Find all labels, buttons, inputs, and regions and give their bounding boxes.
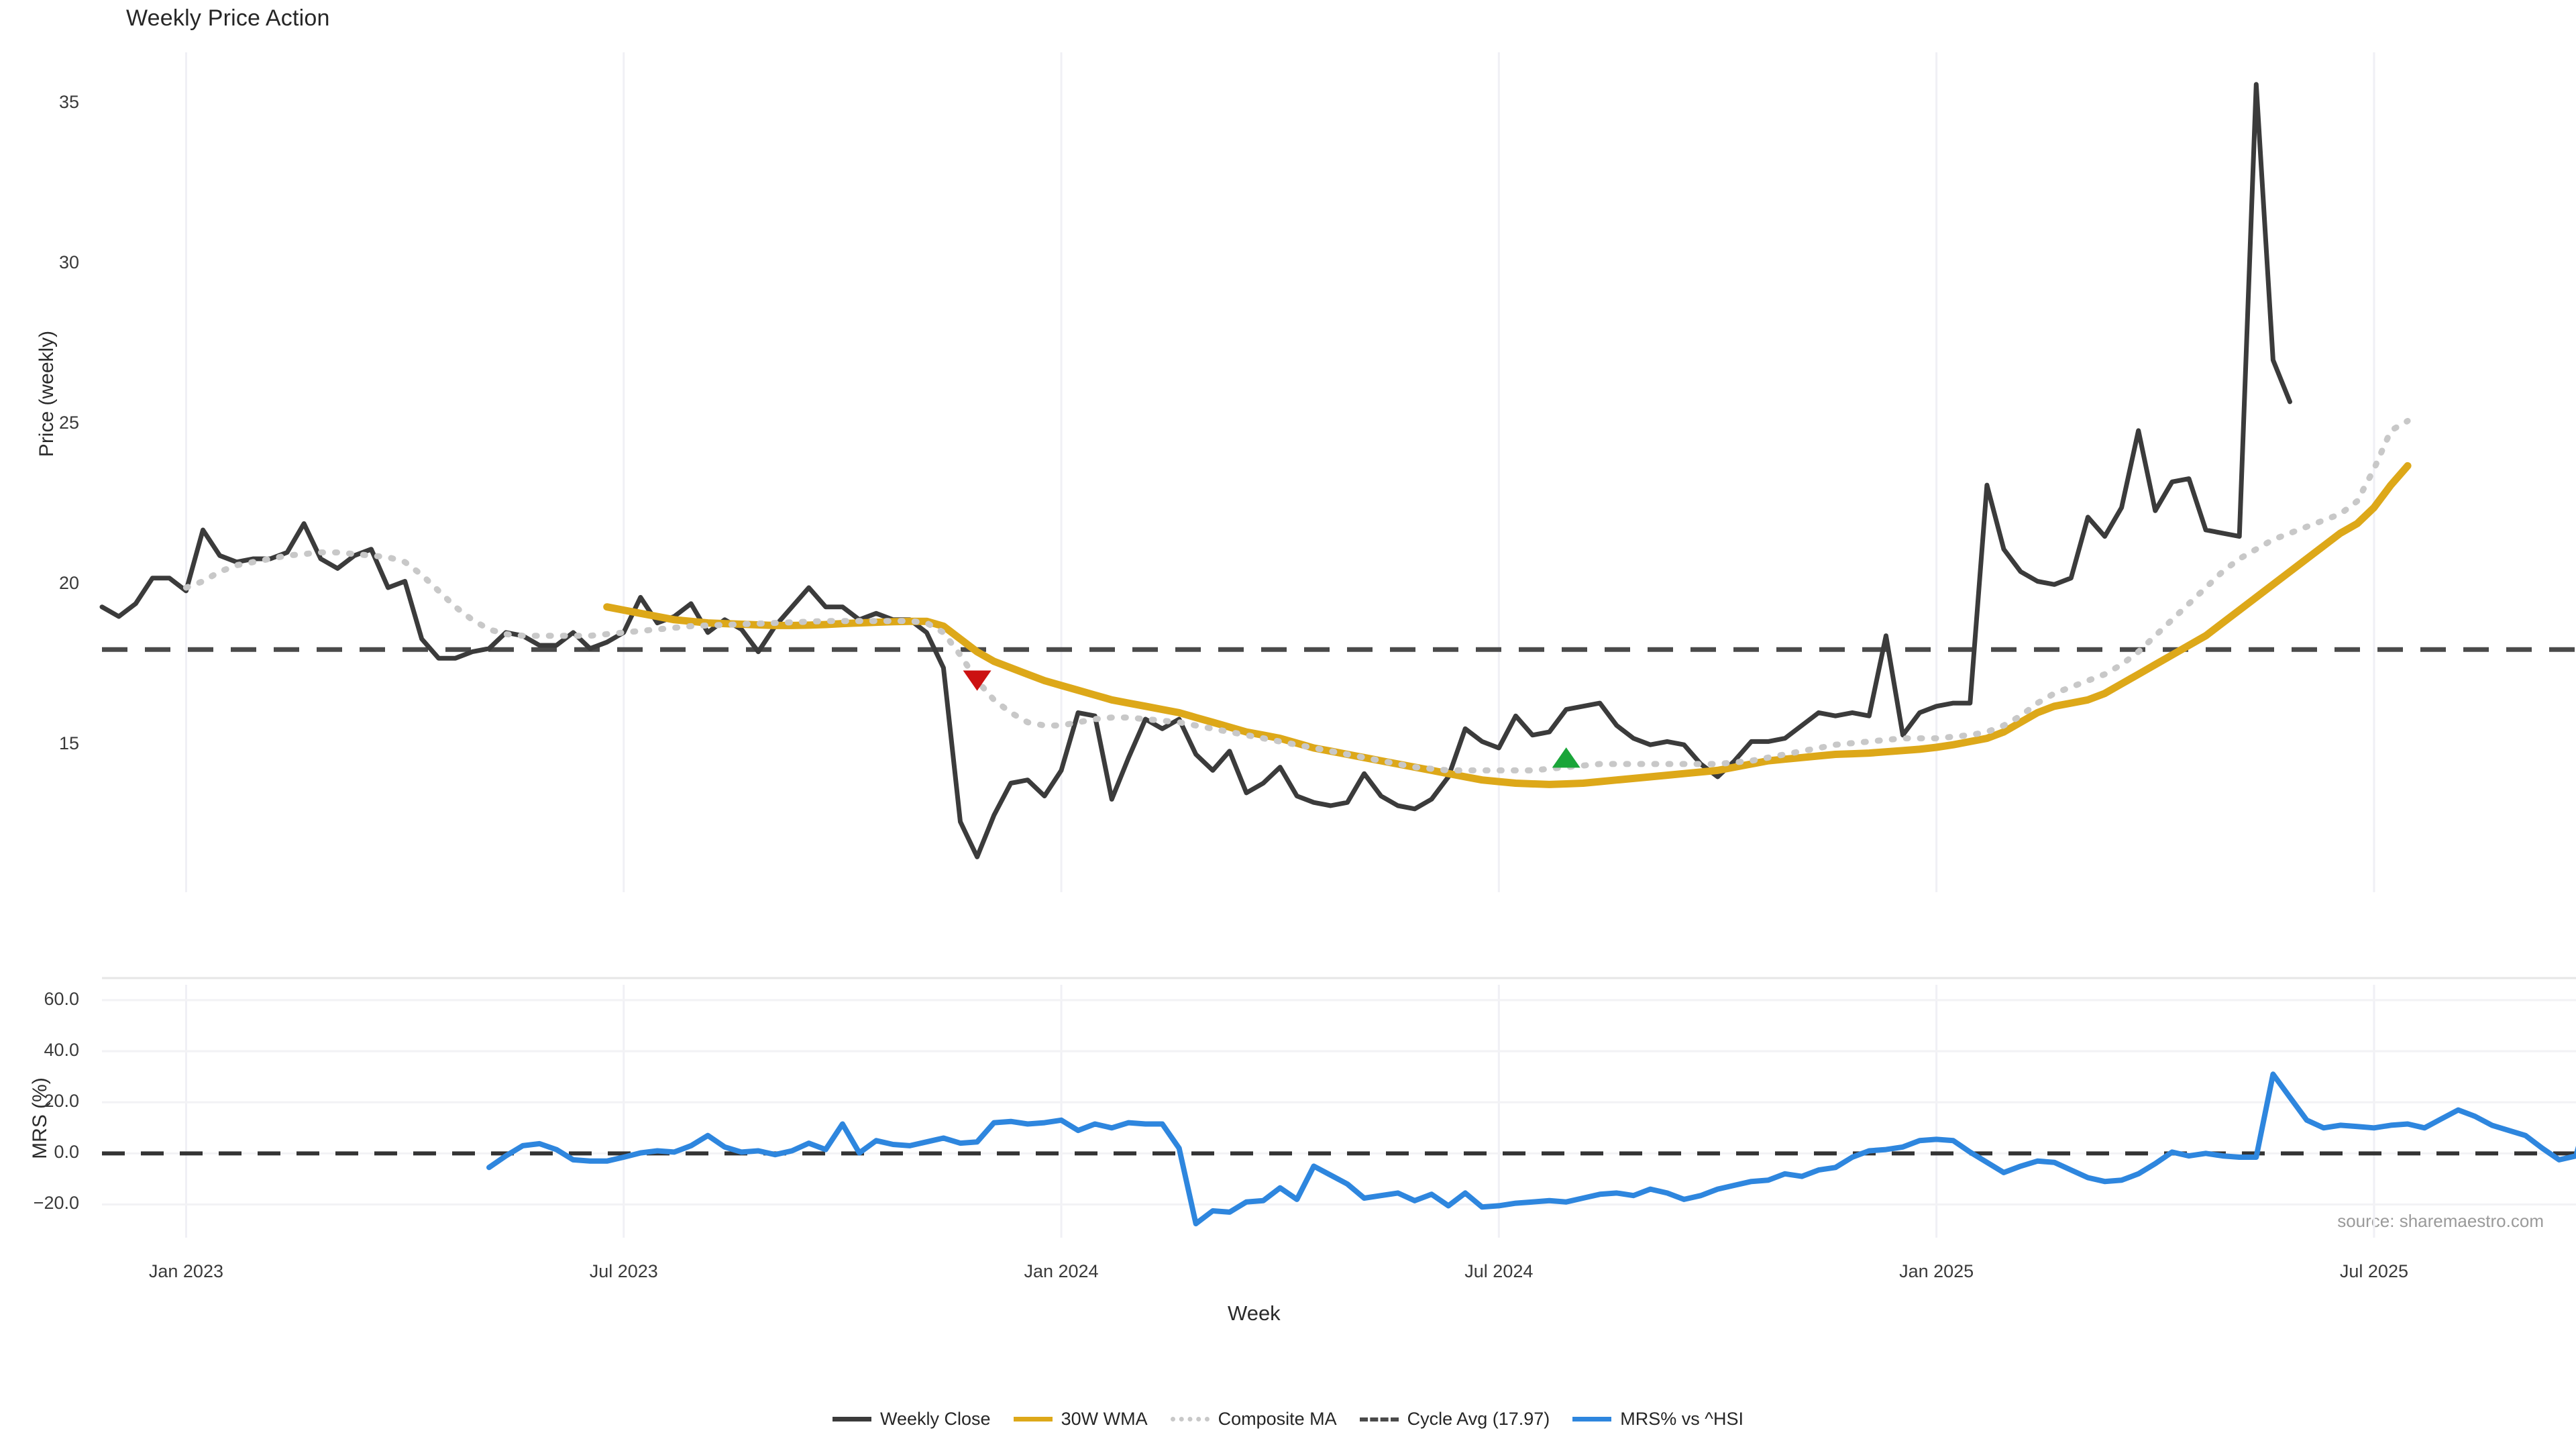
sell-marker-triangle-down-icon [963, 670, 991, 691]
series-mrs-vs-hsi [486, 1071, 2576, 1227]
mrs-y-tick: −20.0 [33, 1193, 79, 1214]
x-tick: Jan 2025 [1899, 1261, 1974, 1281]
x-tick: Jan 2024 [1024, 1261, 1099, 1281]
legend-label: Cycle Avg (17.97) [1407, 1409, 1550, 1429]
legend-swatch-icon [1170, 1417, 1210, 1421]
legend-swatch-icon [1013, 1417, 1053, 1421]
x-axis-label: Week [1228, 1301, 1281, 1325]
legend-label: Weekly Close [880, 1409, 991, 1429]
series-30w-wma [603, 462, 2412, 788]
x-tick: Jul 2024 [1464, 1261, 1534, 1281]
series-composite-ma [182, 418, 2411, 773]
legend-swatch-icon [1572, 1417, 1612, 1421]
legend-swatch-icon [833, 1417, 872, 1421]
legend-item[interactable]: Cycle Avg (17.97) [1359, 1409, 1550, 1430]
legend-label: 30W WMA [1061, 1409, 1148, 1429]
legend-item[interactable]: Composite MA [1170, 1409, 1337, 1430]
chart-legend: Weekly Close 30W WMA Composite MA Cycle Avg… [0, 1409, 2576, 1430]
legend-label: Composite MA [1218, 1409, 1337, 1429]
page-title: Weekly Price Action [126, 5, 330, 31]
mrs-y-tick: 0.0 [54, 1142, 79, 1163]
price-y-tick: 20 [58, 573, 79, 594]
mrs-y-tick: 40.0 [44, 1040, 79, 1060]
price-y-tick: 25 [58, 413, 79, 433]
mrs-y-tick: 60.0 [44, 988, 79, 1009]
price-y-tick: 35 [58, 92, 79, 113]
x-tick: Jul 2025 [2339, 1261, 2408, 1281]
price-y-tick: 15 [58, 733, 79, 754]
price-y-tick: 30 [58, 252, 79, 273]
legend-swatch-icon [1359, 1417, 1399, 1421]
buy-marker-triangle-up-icon [1552, 747, 1580, 768]
x-tick: Jan 2023 [148, 1261, 223, 1281]
legend-item[interactable]: 30W WMA [1013, 1409, 1148, 1430]
legend-item[interactable]: Weekly Close [833, 1409, 991, 1430]
legend-item[interactable]: MRS% vs ^HSI [1572, 1409, 1743, 1430]
mrs-y-tick: 20.0 [44, 1091, 79, 1112]
x-tick: Jul 2023 [589, 1261, 658, 1281]
source-note: source: sharemaestro.com [2337, 1211, 2544, 1231]
series-weekly-close [99, 82, 2292, 859]
legend-label: MRS% vs ^HSI [1620, 1409, 1743, 1429]
